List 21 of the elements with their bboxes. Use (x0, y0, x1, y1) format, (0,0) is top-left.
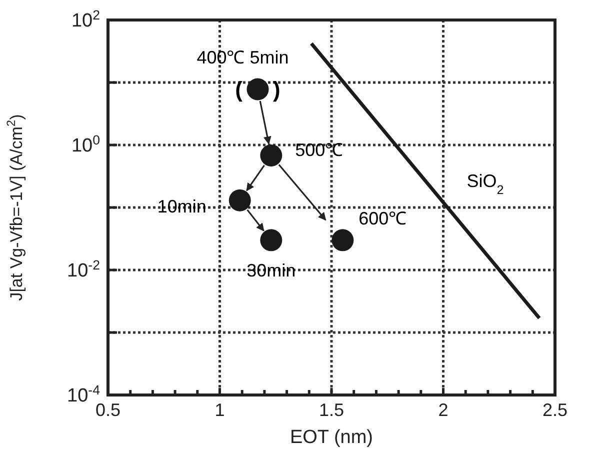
point (260, 229, 282, 252)
annotation: 600℃ (358, 208, 407, 228)
annotation: 10min (157, 196, 206, 217)
annotation: 30min (246, 260, 296, 280)
point (246, 78, 269, 100)
point (228, 189, 251, 212)
x-axis-title: EOT (nm) (290, 427, 374, 448)
x-tick-label: 1.5 (318, 400, 344, 420)
x-tick-label: 1 (214, 400, 225, 420)
annotation: 500℃ (295, 140, 344, 160)
annotation: 400℃ 5min (196, 48, 289, 68)
x-tick-label: 0.5 (95, 400, 121, 420)
point (332, 229, 354, 252)
point (260, 144, 282, 166)
x-tick-label: 2.5 (542, 400, 568, 420)
y-tick-label: 10$^{2}$ (71, 7, 100, 32)
annotation: ( ) (235, 76, 280, 102)
y-tick-label: 10$^{0}$ (71, 132, 100, 157)
x-tick-label: 2 (438, 400, 448, 420)
y-tick-label: 10$^{-2}$ (67, 257, 100, 282)
annotation: SiO$_{2}$ (466, 170, 504, 197)
